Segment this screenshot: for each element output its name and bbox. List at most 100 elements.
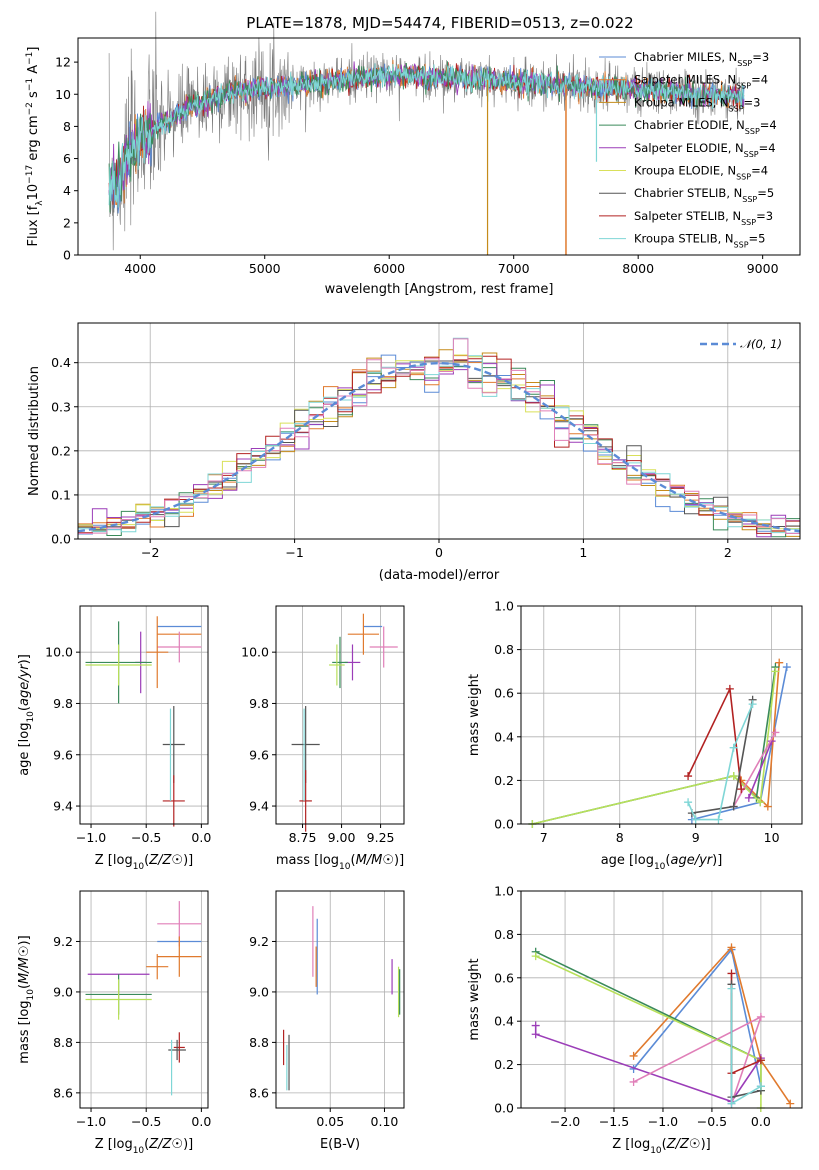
Z-age-point-8 <box>162 775 185 827</box>
age-weight-marker-3-2 <box>756 798 765 807</box>
Z-mass-point-2 <box>157 936 202 977</box>
Z-weight-marker-4-0 <box>531 1021 540 1030</box>
age-weight-series-8 <box>687 703 754 821</box>
Z-mass-ytick-label-1: 8.8 <box>53 1035 73 1050</box>
age-weight-marker-3-1 <box>729 772 738 781</box>
spectrum-xtick-label-3: 7000 <box>498 261 530 276</box>
Z-weight-ytick-label-3: 0.6 <box>494 970 514 985</box>
age-weight-series-7 <box>691 699 754 814</box>
spectrum-ylabel: Flux [fλ10−17 erg cm−2 s−1 A−1] <box>25 47 45 247</box>
EBV-mass-xtick-label-0: 0.05 <box>316 1114 344 1129</box>
age-weight-ytick-label-0: 0.0 <box>494 817 514 832</box>
age-weight-marker-0-2 <box>782 663 791 672</box>
Z-weight-series-1 <box>633 945 791 1105</box>
Z-weight-marker-8-2 <box>756 1082 765 1091</box>
spectrum-ytick-label-5: 10 <box>55 87 71 102</box>
spectrum-model-chabrier-elodie <box>108 61 745 213</box>
Z-mass-ytick-label-2: 9.0 <box>53 984 73 999</box>
Z-mass-xtick-label-2: 0.0 <box>191 1114 211 1129</box>
mass-age-point-1 <box>347 613 380 655</box>
Z-mass-axes: −1.0 −0.5 0.0 8.6 8.8 9.0 9.2 <box>53 891 211 1129</box>
mass-age-frame <box>275 605 405 825</box>
residuals-ylabel: Normed distribution <box>27 366 42 496</box>
age-weight-ytick-label-3: 0.6 <box>494 686 514 701</box>
age-weight-xtick-label-3: 10 <box>764 830 780 845</box>
mass-age-xtick-label-0: 8.75 <box>289 830 317 845</box>
EBV-mass-ytick-label-2: 9.0 <box>249 984 269 999</box>
residuals-xtick-label-4: 2 <box>724 545 732 560</box>
spectrum-model-kroupa-stelib <box>108 63 745 208</box>
Z-weight-marker-5-1 <box>756 1012 765 1021</box>
Z-mass-point-7 <box>173 1032 185 1063</box>
Z-mass-xtick-label-0: −1.0 <box>76 1114 106 1129</box>
Z-age-ytick-label-3: 10.0 <box>45 645 73 660</box>
age-weight-marker-4-0 <box>744 793 753 802</box>
age-weight-ylabel: mass weight <box>467 674 482 756</box>
EBV-mass-ytick-label-1: 8.8 <box>249 1035 269 1050</box>
spectrum-ytick-label-3: 6 <box>63 151 71 166</box>
Z-weight-marker-1-1 <box>727 943 736 952</box>
Z-age-ytick-label-1: 9.6 <box>53 747 73 762</box>
legend-label-4: Salpeter ELODIE, NSSP=4 <box>634 141 776 159</box>
Z-weight-series-3 <box>535 955 762 1108</box>
residuals-ytick-label-2: 0.2 <box>51 443 71 458</box>
Z-weight-marker-8-0 <box>727 984 736 993</box>
normal-legend-label: 𝒩(0, 1) <box>740 337 782 351</box>
Z-age-xlabel: Z [log10(Z/Z☉)] <box>95 853 194 872</box>
spectrum-ytick-label-2: 4 <box>63 183 71 198</box>
spectrum-ytick-label-0: 0 <box>63 248 71 263</box>
residuals-ytick-label-4: 0.4 <box>51 355 71 370</box>
legend-label-0: Chabrier MILES, NSSP=3 <box>634 50 769 68</box>
Z-weight-marker-1-0 <box>629 1051 638 1060</box>
Z-age-point-3 <box>146 616 169 689</box>
Z-weight-ytick-label-2: 0.4 <box>494 1014 514 1029</box>
mass-age-ytick-label-0: 9.4 <box>249 799 269 814</box>
age-weight-xtick-label-2: 9 <box>692 830 700 845</box>
Z-weight-xtick-label-3: −0.5 <box>697 1114 727 1129</box>
age-weight-marker-7-1 <box>729 802 738 811</box>
Z-weight-ytick-label-4: 0.8 <box>494 927 514 942</box>
mass-age-xtick-label-2: 9.25 <box>367 830 395 845</box>
age-weight-marker-6-1 <box>725 684 734 693</box>
Z-age-frame <box>79 605 209 825</box>
Z-mass-frame <box>79 890 209 1109</box>
spectrum-xlabel: wavelength [Angstrom, rest frame] <box>325 282 554 297</box>
EBV-mass-xlabel: E(B-V) <box>320 1137 360 1152</box>
age-weight-series-4 <box>748 740 773 799</box>
Z-weight-xtick-label-2: −1.0 <box>648 1114 678 1129</box>
spectrum-xtick-label-5: 9000 <box>747 261 779 276</box>
age-weight-xlabel: age [log10(age/yr)] <box>601 853 723 872</box>
age-weight-marker-3-3 <box>771 667 780 676</box>
spectrum-ytick-label-6: 12 <box>55 55 71 70</box>
Z-weight-frame <box>520 890 803 1109</box>
age-weight-marker-8-0 <box>684 798 693 807</box>
mass-age-ytick-label-2: 9.8 <box>249 696 269 711</box>
Z-weight-ytick-label-1: 0.2 <box>494 1057 514 1072</box>
normal-curve <box>77 361 801 533</box>
Z-weight-xtick-label-4: 0.0 <box>751 1114 771 1129</box>
spectrum-xtick-label-0: 4000 <box>124 261 156 276</box>
legend-label-6: Chabrier STELIB, NSSP=5 <box>634 186 774 204</box>
legend-label-2: Kroupa MILES, NSSP=3 <box>634 95 760 113</box>
age-weight-ytick-label-4: 0.8 <box>494 642 514 657</box>
Z-weight-marker-4-1 <box>531 1030 540 1039</box>
age-weight-marker-5-1 <box>771 728 780 737</box>
Z-weight-marker-6-2 <box>756 1056 765 1065</box>
residuals-xtick-label-3: 1 <box>579 545 587 560</box>
Z-weight-xtick-label-0: −2.0 <box>550 1114 580 1129</box>
age-weight-series-2 <box>532 666 777 825</box>
Z-weight-ytick-label-0: 0.0 <box>494 1101 514 1116</box>
age-weight-series-5 <box>732 732 777 807</box>
age-weight-marker-8-3 <box>729 743 738 752</box>
Z-age-point-6 <box>85 644 152 686</box>
Z-age-axes: −1.0 −0.5 0.0 9.4 9.6 9.8 10.0 <box>45 606 211 845</box>
spectrum-ytick-label-1: 2 <box>63 215 71 230</box>
spectrum-axes: 4000 5000 6000 7000 8000 9000 0 2 4 6 8 10 12 <box>55 55 779 276</box>
Z-weight-xlabel: Z [log10(Z/Z☉)] <box>612 1137 711 1156</box>
EBV-mass-frame <box>275 890 405 1109</box>
EBV-mass-ytick-label-0: 8.6 <box>249 1085 269 1100</box>
age-weight-xtick-label-0: 7 <box>540 830 548 845</box>
age-weight-marker-8-1 <box>691 815 700 824</box>
residuals-ytick-label-3: 0.3 <box>51 399 71 414</box>
Z-age-xtick-label-0: −1.0 <box>76 830 106 845</box>
